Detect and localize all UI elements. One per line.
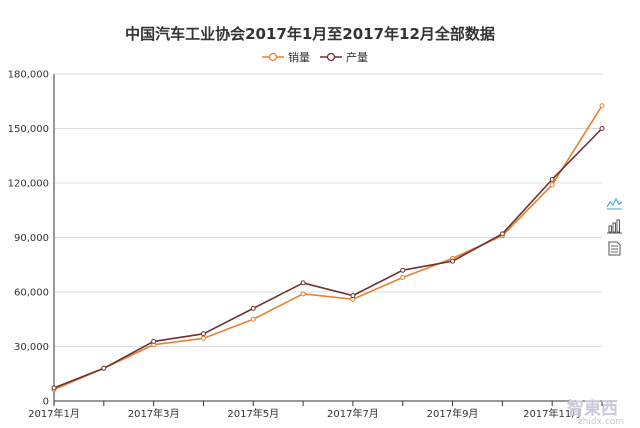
data-point — [499, 231, 505, 237]
watermark-text: 智東西 — [567, 398, 618, 419]
data-point — [101, 365, 107, 371]
y-tick-label: 30,000 — [14, 342, 49, 353]
data-point — [200, 331, 206, 337]
line-chart-glyph — [606, 197, 623, 208]
grid-lines — [54, 73, 602, 402]
y-tick-label: 150,000 — [8, 124, 49, 135]
x-tick-label: 2017年11月 — [523, 407, 581, 420]
legend-label: 销量 — [288, 50, 310, 64]
x-tick-label: 2017年3月 — [128, 407, 180, 420]
data-point — [151, 338, 157, 344]
y-tick-label: 60,000 — [14, 288, 49, 299]
bar-glyph — [608, 225, 612, 233]
data-point — [400, 274, 406, 280]
legend: 销量 产量 — [262, 50, 368, 64]
data-point — [250, 316, 256, 322]
y-tick-label: 180,000 — [8, 70, 49, 81]
chart-title: 中国汽车工业协会2017年1月至2017年12月全部数据 — [125, 25, 495, 43]
data-point — [300, 291, 306, 297]
legend-label: 产量 — [346, 50, 368, 64]
data-point — [599, 126, 605, 131]
bar-glyph — [612, 222, 616, 233]
data-point — [200, 335, 206, 341]
data-view-icon[interactable] — [608, 241, 621, 256]
data-point — [51, 385, 57, 391]
axes: 0 30,000 60,000 90,000 120,000 150,000 180,000… — [8, 70, 603, 420]
x-tick-label: 2017年5月 — [227, 407, 279, 420]
document-glyph — [608, 241, 621, 256]
data-point — [400, 267, 406, 273]
legend-item[interactable]: 销量 — [262, 50, 310, 64]
data-point — [450, 258, 456, 264]
x-tick-label: 2017年7月 — [327, 407, 379, 420]
data-point — [300, 280, 306, 286]
bar-chart-icon[interactable] — [607, 219, 622, 234]
legend-marker — [326, 52, 336, 62]
data-point — [599, 103, 605, 109]
x-tick-label: 2017年1月 — [28, 407, 80, 420]
data-point — [350, 293, 356, 299]
watermark-sub: zhidx.com — [578, 417, 624, 427]
toolbox — [606, 197, 623, 256]
legend-marker — [268, 52, 278, 62]
y-tick-label: 0 — [43, 397, 49, 408]
series-layer — [51, 103, 605, 393]
series-line-production — [53, 127, 603, 389]
data-point — [549, 176, 555, 182]
y-tick-label: 90,000 — [14, 233, 49, 244]
legend-item[interactable]: 产量 — [320, 50, 368, 64]
y-tick-label: 120,000 — [8, 179, 49, 190]
series-line-sales — [53, 105, 603, 391]
line-chart-icon[interactable] — [606, 197, 623, 210]
data-point — [250, 305, 256, 311]
bar-glyph — [616, 219, 620, 233]
data-point — [549, 182, 555, 188]
x-tick-label: 2017年9月 — [427, 407, 479, 420]
